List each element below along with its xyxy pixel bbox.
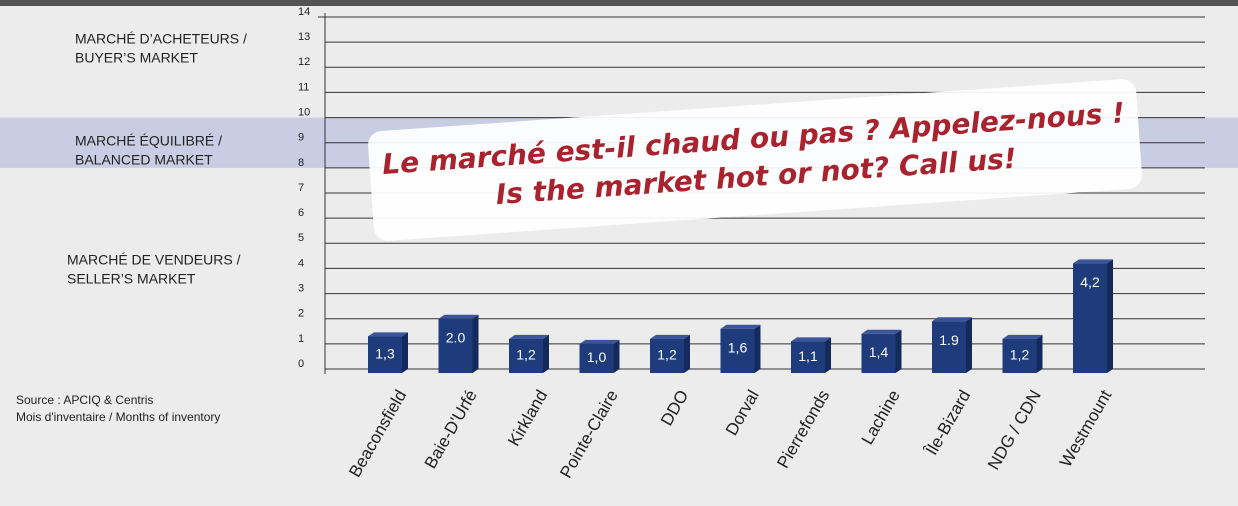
y-tick-label: 10: [298, 106, 310, 118]
source-note: Mois d'inventaire / Months of inventory: [16, 410, 220, 424]
y-tick-label: 8: [298, 157, 304, 169]
annotation-box: [368, 79, 1142, 241]
value-label: 1,4: [869, 344, 889, 360]
bar-top: [932, 317, 972, 322]
bar-side: [543, 334, 549, 373]
annotation: Le marché est-il chaud ou pas ? Appelez-…: [368, 79, 1142, 241]
value-label: 1,2: [657, 347, 677, 363]
bar-top: [368, 332, 408, 337]
bar: [438, 318, 473, 373]
y-tick-label: 11: [298, 81, 309, 93]
x-tick-label: Baie-D'Urfé: [421, 387, 481, 472]
bar: [650, 338, 684, 373]
value-label: 4,2: [1080, 274, 1100, 290]
y-tick-label: 1: [298, 333, 304, 345]
zone-label: BUYER’S MARKET: [75, 50, 198, 66]
y-tick-label: 12: [298, 56, 310, 68]
x-tick-label: Pointe-Claire: [556, 387, 622, 482]
y-tick-label: 14: [298, 6, 310, 18]
bar-side: [1036, 334, 1043, 373]
value-label: 2.0: [446, 329, 466, 345]
x-tick-label: Île-Bizard: [921, 387, 974, 460]
top-bar: [0, 0, 1238, 6]
bar-top: [579, 339, 620, 344]
y-tick-label: 6: [298, 207, 304, 219]
bar: [368, 336, 402, 373]
y-tick-label: 9: [298, 132, 304, 144]
bar-side: [895, 329, 902, 373]
bar: [791, 341, 825, 373]
value-label: 1.9: [939, 332, 959, 348]
bar-side: [684, 334, 690, 373]
value-label: 1,2: [1010, 347, 1030, 363]
y-tick-label: 2: [298, 308, 304, 320]
x-tick-label: Kirkland: [504, 387, 551, 450]
bar-side: [402, 332, 408, 373]
bar-top: [438, 314, 479, 319]
bar: [509, 338, 543, 373]
value-label: 1,6: [728, 339, 748, 355]
x-tick-label: NDG / CDN: [984, 387, 1045, 473]
bar: [720, 328, 755, 373]
bar: [579, 343, 614, 373]
x-tick-label: DDO: [657, 387, 692, 429]
bar: [932, 321, 966, 373]
y-tick-label: 13: [298, 31, 310, 43]
y-tick-label: 5: [298, 232, 304, 244]
bar-top: [1002, 334, 1043, 339]
bar-top: [509, 334, 549, 339]
zone-label: SELLER’S MARKET: [67, 271, 196, 287]
bar-top: [791, 337, 831, 342]
zone-label: MARCHÉ DE VENDEURS /: [67, 252, 241, 268]
x-tick-label: Beaconsfield: [345, 387, 410, 481]
bar-side: [825, 337, 831, 373]
y-tick-label: 7: [298, 182, 304, 194]
bar: [1073, 263, 1107, 373]
value-label: 1,2: [516, 347, 536, 363]
bar-side: [754, 324, 761, 373]
x-tick-label: Westmount: [1056, 387, 1115, 471]
bar: [861, 333, 896, 373]
bar-side: [613, 339, 620, 373]
bar-top: [1073, 259, 1113, 264]
bar-top: [861, 329, 902, 334]
bar: [1002, 338, 1037, 373]
value-label: 1,0: [587, 349, 607, 365]
bar-top: [650, 334, 690, 339]
value-label: 1,3: [375, 345, 395, 361]
zone-label: MARCHÉ ÉQUILIBRÉ /: [75, 133, 222, 149]
bar-side: [1107, 259, 1113, 373]
zone-label: MARCHÉ D’ACHETEURS /: [75, 31, 247, 47]
x-tick-label: Lachine: [858, 387, 904, 448]
bar-side: [966, 317, 972, 373]
bar-side: [472, 314, 479, 373]
y-tick-label: 0: [298, 358, 304, 370]
value-label: 1,1: [798, 348, 818, 364]
y-tick-label: 4: [298, 257, 304, 269]
x-tick-label: Dorval: [722, 387, 763, 439]
zone-label: BALANCED MARKET: [75, 152, 213, 168]
source-note: Source : APCIQ & Centris: [16, 393, 153, 407]
bar-top: [720, 324, 761, 329]
y-tick-label: 3: [298, 282, 304, 294]
x-tick-label: Pierrefonds: [773, 387, 833, 472]
